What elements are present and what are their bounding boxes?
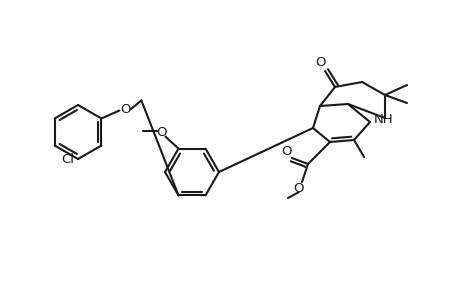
Text: O: O	[120, 103, 130, 116]
Text: O: O	[315, 56, 325, 68]
Text: O: O	[293, 182, 303, 196]
Text: O: O	[281, 145, 291, 158]
Text: O: O	[156, 126, 166, 139]
Text: NH: NH	[373, 112, 393, 125]
Text: Cl: Cl	[62, 152, 74, 166]
